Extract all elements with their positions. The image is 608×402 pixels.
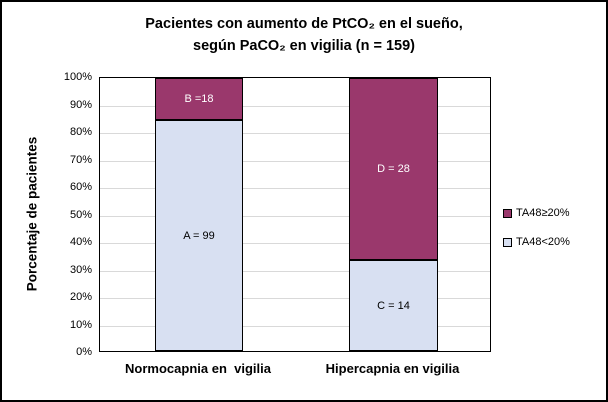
legend-label: TA48<20%	[516, 236, 570, 248]
legend-swatch-icon	[503, 237, 512, 247]
y-tick-label: 50%	[69, 208, 92, 221]
y-tick-label: 30%	[69, 263, 92, 276]
bar-segment-label: C = 14	[377, 299, 410, 312]
bar-segment: D = 28	[349, 78, 438, 260]
x-category-label: Hipercapnia en vigilia	[325, 361, 460, 376]
y-tick-label: 80%	[69, 126, 92, 138]
x-category-label: Normocapnia en vigilia	[125, 361, 271, 376]
bar-segment: C = 14	[349, 260, 438, 351]
legend-entry: TA48≥20%	[503, 207, 570, 219]
bar-1: B =18 A = 99	[155, 78, 243, 351]
y-tick-label: 90%	[69, 98, 92, 111]
legend: TA48≥20% TA48<20%	[503, 207, 570, 248]
y-tick-label: 20%	[69, 291, 92, 303]
y-tick-label: 40%	[69, 236, 92, 248]
legend-entry: TA48<20%	[503, 236, 570, 248]
y-tick-label: 10%	[69, 318, 92, 331]
plot-area: B =18 A = 99 D = 28 C = 14	[99, 77, 491, 352]
bar-2: D = 28 C = 14	[349, 78, 438, 351]
bar-segment-label: D = 28	[377, 163, 410, 175]
legend-swatch-icon	[503, 208, 512, 218]
y-tick-label: 100%	[63, 71, 92, 83]
bar-segment-label: B =18	[184, 93, 214, 105]
y-tick-label: 0%	[76, 346, 92, 358]
bar-segment: B =18	[155, 78, 243, 120]
y-tick-label: 70%	[69, 153, 92, 166]
bar-segment-label: A = 99	[183, 229, 215, 242]
chart-title: Pacientes con aumento de PtCO₂ en el sue…	[145, 16, 463, 54]
y-tick-label: 60%	[69, 181, 92, 193]
legend-label: TA48≥20%	[516, 207, 570, 219]
bar-segment: A = 99	[155, 120, 243, 351]
